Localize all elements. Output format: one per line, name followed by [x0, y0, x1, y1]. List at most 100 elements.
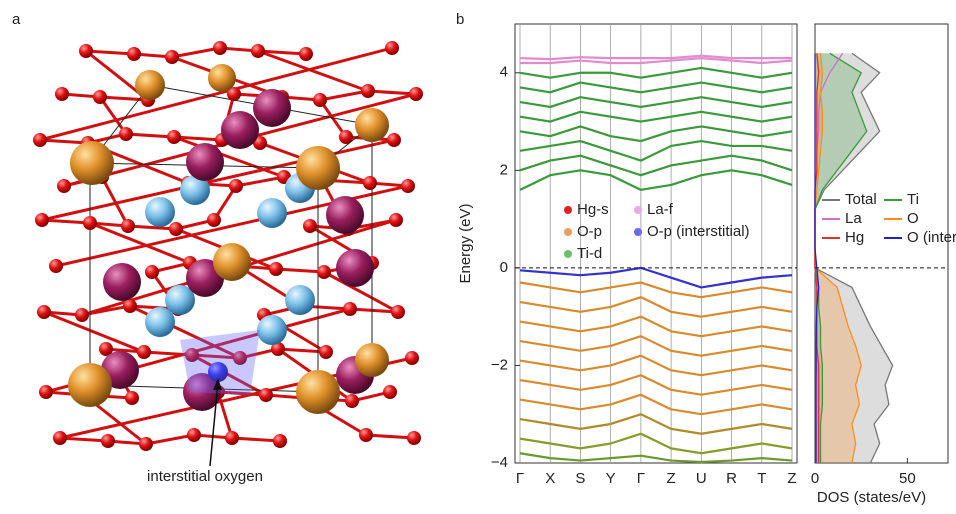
bond [126, 134, 174, 137]
x-tick-label: R [726, 470, 737, 487]
legend-label: Hg [845, 229, 864, 246]
oxygen-atom [167, 130, 181, 144]
oxygen-atom [339, 130, 353, 144]
oxygen-atom [83, 216, 97, 230]
annotation: interstitial oxygen [147, 468, 263, 485]
band [520, 268, 792, 288]
oxygen-atom [37, 305, 51, 319]
oxygen-atom [139, 437, 153, 451]
oxygen-atom [169, 222, 183, 236]
bond [128, 226, 176, 229]
x-tick-label: Z [787, 470, 796, 487]
bond [276, 269, 324, 272]
hg-atom [355, 343, 389, 377]
oxygen-atom [145, 265, 159, 279]
legend-marker [634, 228, 642, 236]
legend-marker [564, 206, 572, 214]
oxygen-atom [405, 351, 419, 365]
la-atom [221, 111, 259, 149]
la-atom [326, 196, 364, 234]
band [520, 395, 792, 415]
oxygen-atom [165, 50, 179, 64]
x-tick-label: S [575, 470, 585, 487]
hg-atom [135, 70, 165, 100]
y-tick-label: −2 [491, 356, 508, 373]
y-tick-label: 0 [500, 259, 508, 276]
oxygen-atom [343, 302, 357, 316]
legend-label: O-p (interstitial) [647, 223, 750, 240]
oxygen-atom [213, 41, 227, 55]
legend-marker [564, 250, 572, 258]
la-atom [253, 89, 291, 127]
oxygen-atom [137, 345, 151, 359]
band [520, 283, 792, 298]
panel-label: a [12, 11, 21, 28]
panel-label: b [456, 11, 464, 28]
oxygen-atom [207, 213, 221, 227]
legend-label: Hg-s [577, 201, 609, 218]
hg-atom [213, 243, 251, 281]
band [520, 170, 792, 190]
ti-atom [257, 198, 287, 228]
x-tick-label: Γ [637, 470, 645, 487]
bond [44, 312, 144, 352]
legend-label: Ti [907, 191, 919, 208]
la-atom [336, 249, 374, 287]
band [520, 317, 792, 337]
oxygen-atom [313, 93, 327, 107]
legend-label: La-f [647, 201, 674, 218]
band [520, 112, 792, 122]
oxygen-atom [35, 213, 49, 227]
x-tick-label: T [757, 470, 766, 487]
band [520, 453, 792, 462]
band [520, 126, 792, 141]
band [520, 356, 792, 376]
oxygen-atom [119, 127, 133, 141]
oxygen-atom [345, 394, 359, 408]
y-tick-label: 2 [500, 161, 508, 178]
legend-label: Ti-d [577, 245, 602, 262]
oxygen-atom [401, 179, 415, 193]
oxygen-atom [317, 265, 331, 279]
la-atom [103, 263, 141, 301]
oxygen-atom [359, 428, 373, 442]
oxygen-atom [55, 87, 69, 101]
oxygen-atom [125, 391, 139, 405]
oxygen-atom [273, 434, 287, 448]
hg-atom [68, 363, 112, 407]
band [520, 97, 792, 107]
x-tick-label: X [545, 470, 555, 487]
band [520, 68, 792, 78]
legend-marker [564, 228, 572, 236]
hg-atom [70, 141, 114, 185]
la-atom [186, 143, 224, 181]
oxygen-atom [53, 431, 67, 445]
oxygen-atom [225, 431, 239, 445]
oxygen-atom [409, 87, 423, 101]
legend-label: Total [845, 191, 877, 208]
oxygen-atom [49, 259, 63, 273]
bond [258, 51, 368, 91]
bond [278, 349, 326, 352]
page: ΓXSYΓZURTZ−4−2024Energy (eV)Hg-sO-pTi-dL… [0, 0, 956, 514]
oxygen-atom [93, 90, 107, 104]
bond [60, 438, 108, 441]
band [520, 297, 792, 317]
band [520, 141, 792, 161]
x-axis-label: DOS (states/eV) [817, 489, 926, 506]
bond [40, 140, 88, 143]
oxygen-atom [385, 41, 399, 55]
bond [86, 51, 134, 54]
oxygen-atom [319, 345, 333, 359]
oxygen-atom [229, 179, 243, 193]
ti-atom [145, 197, 175, 227]
oxygen-atom [363, 176, 377, 190]
legend-marker [634, 206, 642, 214]
oxygen-atom [387, 133, 401, 147]
oxygen-atom [303, 219, 317, 233]
x-tick-label: Y [606, 470, 616, 487]
band [520, 56, 792, 59]
y-tick-label: −4 [491, 454, 508, 471]
x-tick-label: Z [667, 470, 676, 487]
oxygen-atom [407, 431, 421, 445]
